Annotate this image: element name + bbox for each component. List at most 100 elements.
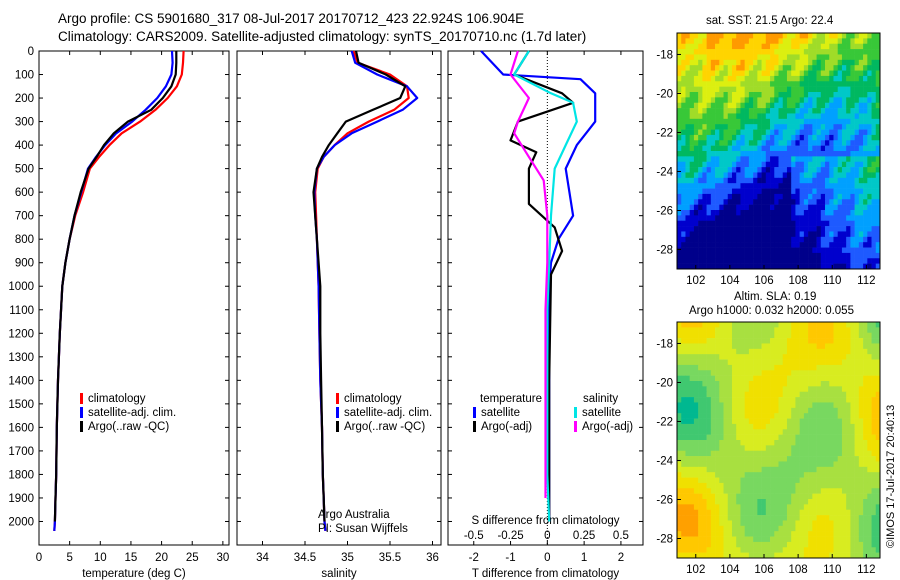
map-cell (833, 204, 839, 211)
map-cell (863, 108, 868, 114)
map-cell (693, 488, 699, 494)
map-cell (723, 440, 729, 446)
map-cell (715, 343, 720, 350)
map-cell (863, 386, 868, 393)
map-cell (816, 386, 822, 393)
map-cell (774, 332, 779, 339)
map-cell (770, 450, 775, 457)
legend-swatch (473, 421, 476, 432)
map-cell (867, 477, 872, 484)
map-cell (761, 54, 767, 61)
map-cell (706, 520, 712, 527)
map-cell (740, 236, 745, 243)
map-cell (681, 188, 686, 195)
map-cell (858, 161, 864, 168)
map-cell (841, 145, 847, 152)
map-cell (820, 92, 826, 98)
map-cell (757, 327, 762, 334)
map-cell (816, 97, 822, 104)
map-cell (863, 247, 868, 254)
map-cell (685, 552, 690, 559)
map-cell (698, 49, 703, 55)
map-cell (782, 440, 788, 446)
map-cell (727, 386, 733, 393)
map-cell (863, 509, 868, 516)
map-cell (782, 445, 788, 452)
map-cell (812, 263, 817, 270)
x-axis-label: salinity (321, 568, 356, 580)
map-cell (803, 354, 809, 360)
map-cell (774, 210, 779, 216)
map-cell (858, 236, 864, 243)
map-cell (770, 354, 775, 360)
map-cell (858, 531, 864, 537)
map-cell (681, 504, 686, 511)
map-cell (854, 504, 860, 511)
map-cell (774, 129, 779, 136)
map-cell (799, 402, 805, 409)
map-cell (816, 541, 822, 548)
map-cell (850, 220, 855, 227)
map-cell (731, 108, 737, 114)
map-cell (689, 397, 695, 403)
map-cell (723, 477, 729, 484)
map-cell (816, 440, 822, 446)
map-cell (833, 263, 839, 270)
map-cell (795, 493, 800, 500)
map-cell (825, 354, 830, 360)
map-cell (765, 59, 771, 66)
map-cell (706, 204, 712, 211)
map-cell (854, 531, 860, 537)
map-cell (782, 488, 788, 494)
map-cell (706, 461, 712, 468)
map-cell (731, 429, 737, 435)
map-cell (740, 54, 745, 61)
map-cell (770, 151, 775, 157)
map-cell (706, 54, 712, 61)
map-cell (837, 188, 843, 195)
map-cell (698, 364, 703, 371)
map-cell (820, 338, 826, 344)
map-cell (706, 466, 712, 473)
map-cell (850, 33, 855, 39)
map-cell (786, 359, 792, 366)
map-cell (858, 172, 864, 179)
map-cell (791, 129, 796, 136)
map-cell (698, 43, 703, 50)
map-cell (854, 525, 860, 532)
map-cell (816, 49, 822, 55)
map-cell (841, 482, 847, 489)
map-cell (820, 482, 826, 489)
legend-heading: salinity (583, 393, 618, 405)
map-cell (731, 43, 737, 50)
map-cell (731, 188, 737, 195)
map-cell (727, 332, 733, 339)
map-cell (702, 247, 707, 254)
map-cell (723, 199, 729, 205)
map-cell (782, 236, 788, 243)
map-cell (748, 461, 754, 468)
map-cell (740, 118, 745, 125)
map-cell (782, 397, 788, 403)
map-cell (803, 456, 809, 462)
map-cell (727, 247, 733, 254)
map-cell (681, 33, 686, 39)
map-cell (770, 391, 775, 398)
map-cell (850, 364, 855, 371)
map-cell (727, 226, 733, 232)
map-cell (875, 482, 881, 489)
map-cell (748, 102, 754, 109)
map-cell (799, 515, 805, 521)
map-cell (706, 445, 712, 452)
map-cell (774, 531, 779, 537)
map-cell (778, 252, 784, 259)
map-cell (871, 118, 877, 125)
map-cell (778, 247, 784, 254)
map-cell (744, 59, 750, 66)
map-cell (837, 258, 843, 264)
map-cell (693, 129, 699, 136)
map-cell (820, 466, 826, 473)
map-cell (740, 145, 745, 152)
map-cell (858, 129, 864, 136)
map-cell (681, 199, 686, 205)
